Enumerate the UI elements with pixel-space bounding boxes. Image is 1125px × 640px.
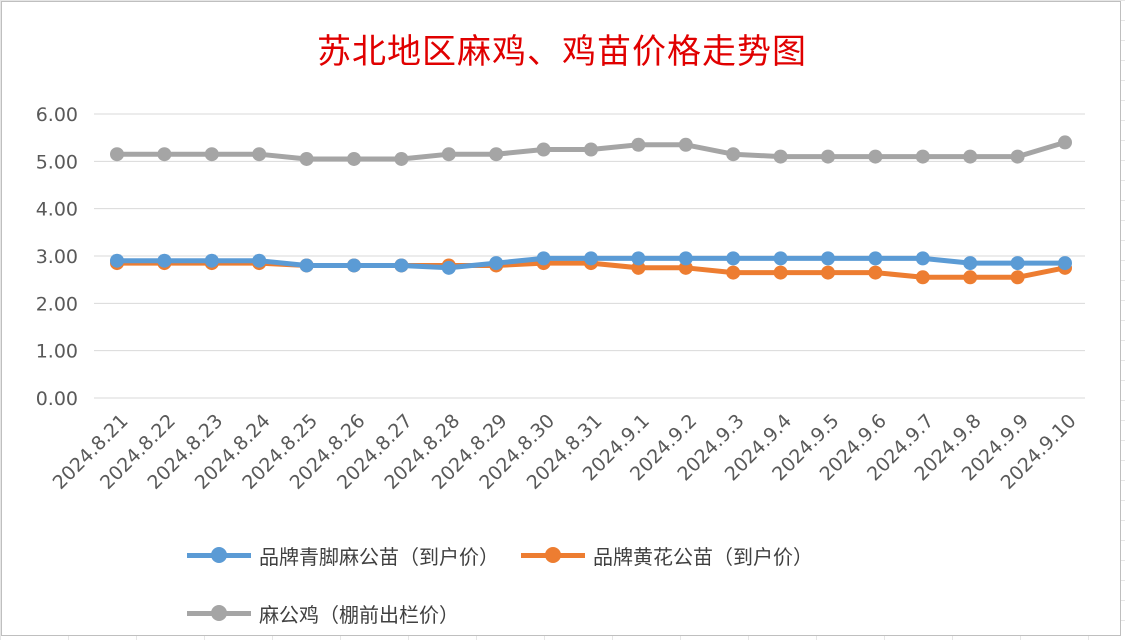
data-point[interactable]: [347, 151, 361, 166]
data-point[interactable]: [489, 147, 504, 162]
series-2: [110, 135, 1072, 166]
legend-item-huanghua[interactable]: 品牌黄花公苗（到户价）: [521, 542, 813, 569]
data-point[interactable]: [110, 147, 124, 162]
legend-marker: [211, 547, 227, 563]
data-point[interactable]: [204, 147, 219, 162]
data-point[interactable]: [915, 149, 930, 164]
legend-swatch-magongji: [187, 600, 251, 626]
data-point[interactable]: [726, 265, 741, 280]
data-point[interactable]: [726, 251, 741, 266]
data-point[interactable]: [1010, 149, 1025, 164]
y-axis-labels: 0.00 1.00 2.00 3.00 4.00 5.00 6.00: [36, 104, 78, 410]
legend-marker: [545, 547, 561, 563]
data-point[interactable]: [821, 265, 835, 280]
data-point[interactable]: [347, 258, 361, 273]
data-point[interactable]: [963, 256, 978, 271]
data-point[interactable]: [915, 270, 930, 285]
data-point[interactable]: [584, 251, 598, 266]
legend-item-qingjiao[interactable]: 品牌青脚麻公苗（到户价）: [187, 542, 499, 569]
y-tick-label: 2.00: [36, 293, 78, 315]
legend-swatch-qingjiao: [187, 542, 251, 568]
data-point[interactable]: [821, 251, 835, 266]
legend-label: 品牌黄花公苗（到户价）: [593, 544, 813, 569]
data-point[interactable]: [726, 147, 741, 162]
data-point[interactable]: [963, 270, 978, 285]
y-tick-label: 0.00: [36, 388, 78, 410]
data-point[interactable]: [204, 253, 219, 268]
data-point[interactable]: [157, 147, 172, 162]
data-point[interactable]: [868, 251, 883, 266]
data-point[interactable]: [441, 147, 456, 162]
data-point[interactable]: [678, 251, 693, 266]
data-point[interactable]: [868, 265, 883, 280]
data-point[interactable]: [110, 253, 124, 268]
y-tick-label: 6.00: [36, 104, 78, 126]
data-point[interactable]: [631, 137, 646, 152]
data-point[interactable]: [631, 251, 646, 266]
legend: 品牌青脚麻公苗（到户价） 品牌黄花公苗（到户价） 麻公鸡（棚前出栏价）: [187, 542, 947, 627]
data-point[interactable]: [489, 256, 504, 271]
data-point[interactable]: [678, 137, 693, 152]
data-point[interactable]: [868, 149, 883, 164]
data-point[interactable]: [584, 142, 598, 157]
chart-title: 苏北地区麻鸡、鸡苗价格走势图: [317, 32, 807, 72]
data-point[interactable]: [157, 253, 172, 268]
data-point[interactable]: [394, 258, 409, 273]
data-point[interactable]: [915, 251, 930, 266]
data-point[interactable]: [299, 151, 314, 166]
legend-label: 麻公鸡（棚前出栏价）: [259, 602, 459, 627]
data-point[interactable]: [1058, 256, 1072, 271]
data-point[interactable]: [394, 151, 409, 166]
data-point[interactable]: [299, 258, 314, 273]
data-point[interactable]: [963, 149, 978, 164]
legend-marker: [211, 605, 227, 621]
legend-swatch-huanghua: [521, 542, 585, 568]
data-point[interactable]: [821, 149, 835, 164]
y-tick-label: 4.00: [36, 199, 78, 221]
data-point[interactable]: [252, 147, 267, 162]
x-axis-labels: 2024.8.212024.8.222024.8.232024.8.242024…: [49, 410, 1081, 494]
data-point[interactable]: [1058, 135, 1072, 150]
legend-label: 品牌青脚麻公苗（到户价）: [259, 544, 499, 569]
y-tick-label: 1.00: [36, 341, 78, 363]
data-point[interactable]: [773, 251, 788, 266]
data-point[interactable]: [441, 260, 456, 275]
data-point[interactable]: [1010, 256, 1025, 271]
series-lines: [110, 135, 1072, 285]
data-point[interactable]: [252, 253, 267, 268]
data-point[interactable]: [773, 149, 788, 164]
y-tick-label: 5.00: [36, 151, 78, 173]
legend-item-magongji[interactable]: 麻公鸡（棚前出栏价）: [187, 600, 459, 627]
data-point[interactable]: [536, 251, 551, 266]
data-point[interactable]: [1010, 270, 1025, 285]
y-tick-label: 3.00: [36, 246, 78, 268]
data-point[interactable]: [773, 265, 788, 280]
data-point[interactable]: [536, 142, 551, 157]
series-0: [110, 251, 1072, 275]
